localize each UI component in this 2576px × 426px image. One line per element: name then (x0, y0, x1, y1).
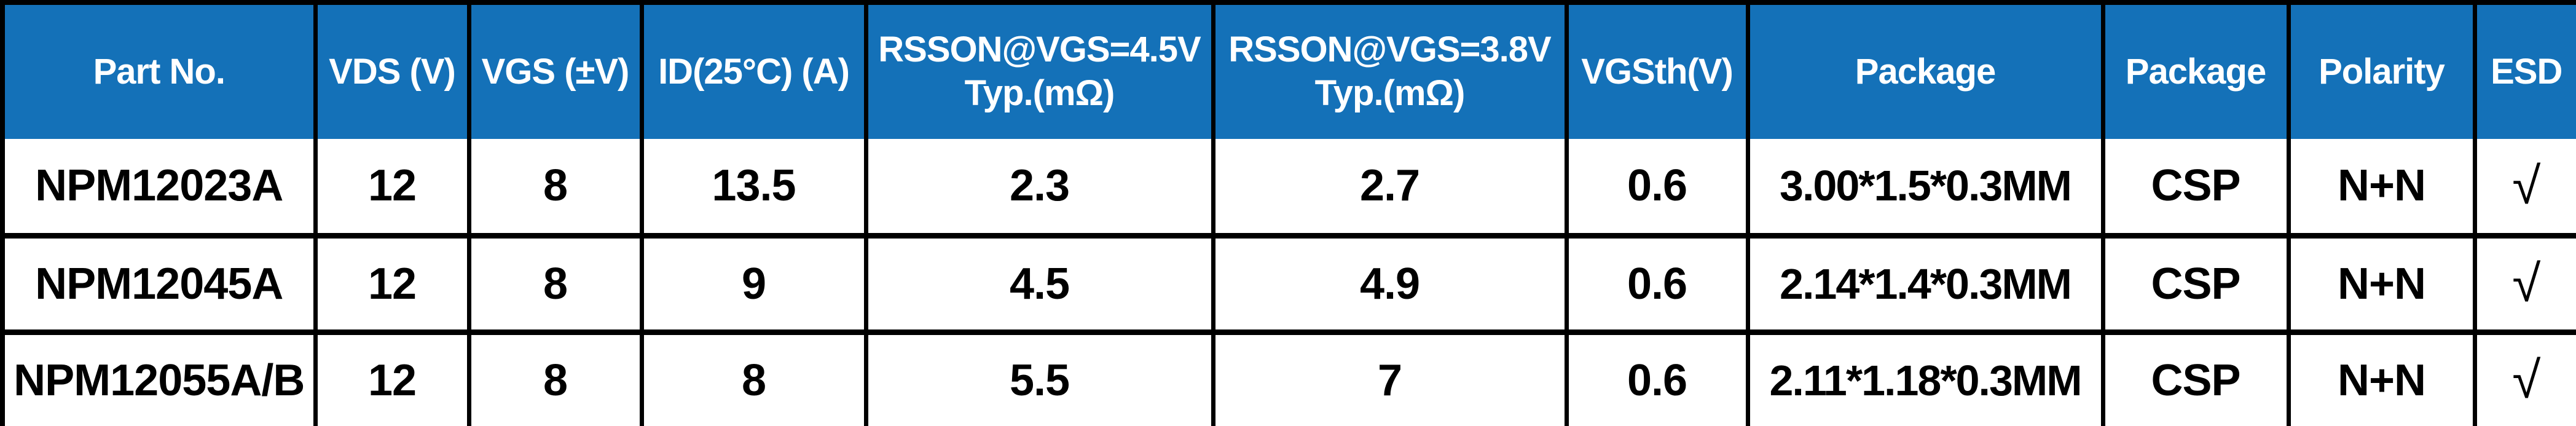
cell-id-25c: 9 (639, 233, 868, 335)
cell-rsson-3v8: 7 (1211, 329, 1569, 426)
cell-rsson-4v5: 4.5 (863, 233, 1215, 335)
cell-id-25c: 13.5 (639, 139, 868, 239)
header-package-size: Package (1745, 0, 2105, 139)
header-vgsth-label: VGSth(V) (1581, 51, 1734, 92)
header-esd: ESD (2472, 0, 2576, 139)
cell-vgsth: 0.6 (1564, 139, 1750, 239)
cell-vgsth: 0.6 (1564, 233, 1750, 335)
header-package-type: Package (2100, 0, 2291, 139)
cell-esd-check-mark: √ (2472, 329, 2576, 426)
cell-polarity: N+N (2286, 233, 2477, 335)
header-vgs-label: VGS (±V) (481, 51, 630, 92)
cell-package-size: 2.11*1.18*0.3MM (1745, 329, 2105, 426)
cell-package-size: 3.00*1.5*0.3MM (1745, 139, 2105, 239)
cell-part-no: NPM12023A (0, 139, 318, 239)
cell-id-25c: 8 (639, 329, 868, 426)
cell-rsson-3v8: 4.9 (1211, 233, 1569, 335)
table-row: NPM12045A 12 8 9 4.5 4.9 0.6 2.14*1.4*0.… (0, 233, 2576, 335)
header-package-type-label: Package (2125, 51, 2266, 92)
cell-polarity: N+N (2286, 139, 2477, 239)
header-rsson-4v5-label-line2: Typ.(mΩ) (964, 73, 1115, 113)
header-polarity: Polarity (2286, 0, 2477, 139)
header-vds-label: VDS (V) (329, 51, 456, 92)
header-part-no-label: Part No. (93, 51, 226, 92)
cell-rsson-3v8: 2.7 (1211, 139, 1569, 239)
cell-package-size: 2.14*1.4*0.3MM (1745, 233, 2105, 335)
header-part-no: Part No. (0, 0, 318, 139)
header-id-25c: ID(25°C) (A) (639, 0, 868, 139)
cell-vgs: 8 (466, 329, 644, 426)
table-header: Part No. VDS (V) VGS (±V) ID(25°C) (A) R… (0, 0, 2576, 139)
header-id-25c-label: ID(25°C) (A) (658, 51, 850, 92)
header-rsson-3v8-label-line2: Typ.(mΩ) (1314, 73, 1466, 113)
header-vgsth: VGSth(V) (1564, 0, 1750, 139)
cell-rsson-4v5: 2.3 (863, 139, 1215, 239)
header-vgs: VGS (±V) (466, 0, 644, 139)
cell-vgsth: 0.6 (1564, 329, 1750, 426)
header-rsson-3v8-label-line1: RSSON@VGS=3.8V (1228, 30, 1551, 70)
cell-part-no: NPM12045A (0, 233, 318, 335)
table-body: NPM12023A 12 8 13.5 2.3 2.7 0.6 3.00*1.5… (0, 139, 2576, 426)
header-rsson-3v8: RSSON@VGS=3.8V Typ.(mΩ) (1211, 0, 1569, 139)
cell-package-type: CSP (2100, 329, 2291, 426)
header-vds: VDS (V) (313, 0, 471, 139)
header-rsson-4v5: RSSON@VGS=4.5V Typ.(mΩ) (863, 0, 1215, 139)
header-polarity-label: Polarity (2319, 51, 2445, 92)
cell-vgs: 8 (466, 233, 644, 335)
table-row: NPM12023A 12 8 13.5 2.3 2.7 0.6 3.00*1.5… (0, 139, 2576, 239)
table-row: NPM12055A/B 12 8 8 5.5 7 0.6 2.11*1.18*0… (0, 329, 2576, 426)
cell-part-no: NPM12055A/B (0, 329, 318, 426)
cell-package-type: CSP (2100, 139, 2291, 239)
header-esd-label: ESD (2491, 51, 2562, 92)
cell-vds: 12 (313, 233, 471, 335)
cell-vds: 12 (313, 329, 471, 426)
cell-vgs: 8 (466, 139, 644, 239)
cell-esd-check-mark: √ (2472, 233, 2576, 335)
header-rsson-4v5-label-line1: RSSON@VGS=4.5V (878, 30, 1201, 70)
cell-esd-check-mark: √ (2472, 139, 2576, 239)
header-row: Part No. VDS (V) VGS (±V) ID(25°C) (A) R… (0, 0, 2576, 139)
cell-vds: 12 (313, 139, 471, 239)
header-package-size-label: Package (1855, 51, 1996, 92)
cell-rsson-4v5: 5.5 (863, 329, 1215, 426)
cell-polarity: N+N (2286, 329, 2477, 426)
cell-package-type: CSP (2100, 233, 2291, 335)
